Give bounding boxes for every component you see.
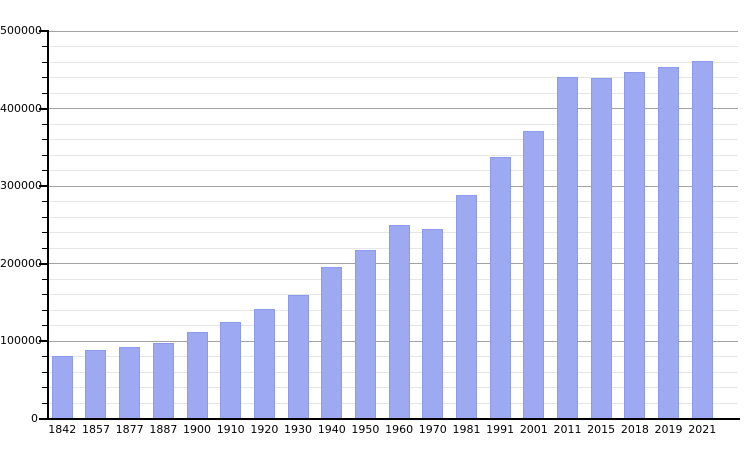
x-axis-tick-label: 1877 [115,423,144,436]
y-axis-tick-label: 100000 [0,334,42,348]
y-major-tick [39,262,47,265]
y-minor-tick [42,123,47,125]
x-axis-tick-label: 1970 [418,423,447,436]
x-axis-tick-label: 1950 [351,423,380,436]
y-minor-tick [42,325,47,327]
y-major-tick [39,340,47,343]
y-minor-tick [42,402,47,404]
y-minor-tick [42,387,47,389]
y-axis-tick-label: 0 [31,411,38,425]
y-major-tick [39,185,47,188]
x-axis-tick-label: 1842 [48,423,77,436]
x-axis-tick-label: 2021 [688,423,717,436]
x-axis-tick-label: 2019 [654,423,683,436]
minor-gridline [49,216,738,218]
y-minor-tick [42,46,47,47]
y-major-tick [39,107,47,110]
y-axis-tick-label: 400000 [0,101,42,115]
x-axis-tick-label: 2011 [553,423,582,436]
x-axis-tick-label: 2001 [519,423,548,436]
y-minor-tick [42,247,47,249]
minor-gridline [49,154,738,156]
x-axis-tick-label: 1940 [317,423,346,436]
y-minor-tick [42,139,47,141]
minor-gridline [49,201,738,203]
x-axis-tick-label: 1900 [183,423,212,436]
minor-gridline [49,46,738,47]
y-axis-tick-label: 300000 [0,179,42,193]
minor-gridline [49,61,738,63]
y-minor-tick [42,356,47,358]
x-axis-tick-label: 1910 [216,423,245,436]
major-gridline [49,108,738,110]
x-axis-tick-label: 1930 [284,423,313,436]
y-axis-tick-label: 500000 [0,24,42,37]
x-axis-tick-label: 2015 [587,423,616,436]
y-minor-tick [42,371,47,373]
y-minor-tick [42,294,47,296]
y-major-tick [39,417,47,420]
y-minor-tick [42,61,47,63]
x-axis-line [46,417,740,420]
x-axis-tick-label: 1920 [250,423,279,436]
y-axis-line [47,29,49,420]
minor-gridline [49,123,738,125]
x-axis-tick-label: 1991 [486,423,515,436]
y-minor-tick [42,92,47,94]
x-axis-tick-label: 2018 [620,423,649,436]
y-minor-tick [42,170,47,172]
y-minor-tick [42,77,47,78]
y-minor-tick [42,309,47,311]
minor-gridline [49,139,738,141]
minor-gridline [49,170,738,172]
y-major-tick [39,30,47,32]
major-gridline [49,30,738,32]
minor-gridline [49,92,738,94]
x-axis-tick-label: 1857 [81,423,110,436]
y-axis-tick-label: 200000 [0,256,42,270]
major-gridline [49,185,738,187]
y-minor-tick [42,216,47,218]
minor-gridline [49,77,738,78]
y-minor-tick [42,154,47,156]
y-minor-tick [42,232,47,234]
y-minor-tick [42,278,47,280]
x-axis-tick-label: 1960 [385,423,414,436]
x-axis-tick-label: 1981 [452,423,481,436]
x-axis-tick-label: 1887 [149,423,178,436]
y-minor-tick [42,201,47,203]
